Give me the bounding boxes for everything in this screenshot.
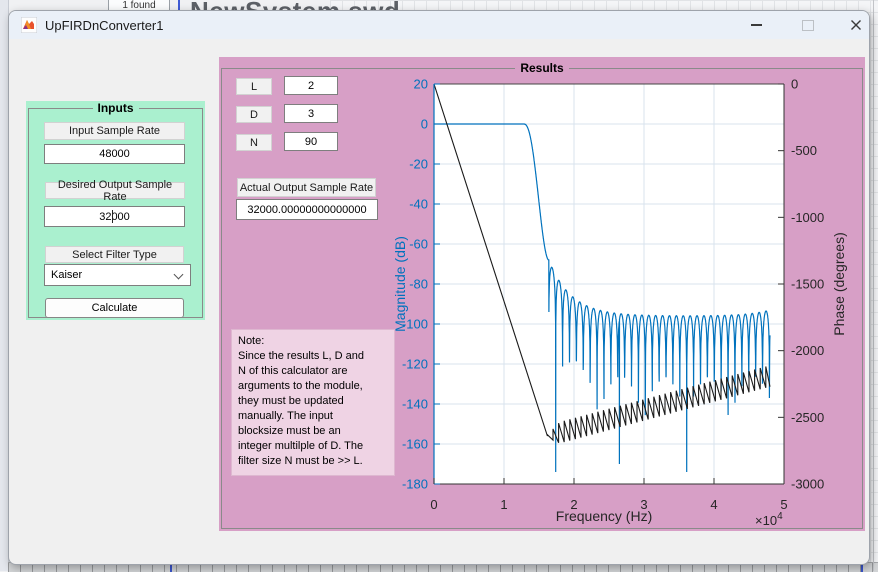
filter-type-dropdown[interactable]: Kaiser	[44, 264, 191, 286]
left-tick-label: -160	[402, 437, 428, 452]
param-n-label: N	[236, 134, 272, 151]
param-d-value[interactable]: 3	[284, 104, 338, 123]
left-tick-label: -180	[402, 477, 428, 492]
plot-svg: 200-20-40-60-80-100-120-140-160-1800-500…	[387, 69, 865, 531]
left-tick-label: -40	[409, 197, 428, 212]
background-right-edge	[873, 0, 874, 571]
x-tick-label: 1	[500, 497, 507, 512]
x-tick-label: 0	[430, 497, 437, 512]
inputs-panel: Inputs Input Sample Rate 48000 Desired O…	[26, 101, 205, 320]
left-tick-label: 0	[421, 117, 428, 132]
filter-type-label: Select Filter Type	[45, 246, 184, 263]
input-sample-rate-field[interactable]: 48000	[44, 144, 185, 164]
window-title: UpFIRDnConverter1	[45, 18, 164, 33]
note-text: Note: Since the results L, D and N of th…	[231, 329, 395, 476]
results-panel: Results L 2 D 3 N 90 Actual Output Sampl…	[219, 57, 865, 531]
left-tick-label: 20	[414, 77, 428, 92]
cursor-separator	[178, 0, 180, 10]
maximize-button[interactable]	[793, 15, 823, 35]
input-sample-rate-label: Input Sample Rate	[44, 122, 185, 140]
minimize-icon	[751, 24, 762, 26]
left-tick-label: -120	[402, 357, 428, 372]
found-badge-label: 1 found	[122, 0, 155, 10]
x-tick-label: 5	[780, 497, 787, 512]
right-tick-label: -1500	[791, 277, 824, 292]
param-n-value[interactable]: 90	[284, 132, 338, 151]
matlab-app-icon	[21, 17, 37, 33]
calculate-button[interactable]: Calculate	[45, 298, 184, 318]
actual-output-rate-value[interactable]: 32000.00000000000000	[236, 199, 378, 220]
desired-output-rate-label: Desired Output Sample Rate	[45, 182, 185, 199]
desired-output-rate-field[interactable]: 32000	[44, 206, 185, 227]
right-tick-label: -3000	[791, 477, 824, 492]
found-badge: 1 found	[108, 0, 170, 10]
right-tick-label: -1000	[791, 210, 824, 225]
x-axis-title: Frequency (Hz)	[556, 508, 652, 524]
right-tick-label: -2500	[791, 410, 824, 425]
left-tick-label: -140	[402, 397, 428, 412]
background-doc-title: NewSystem.swd	[190, 0, 400, 10]
maximize-icon	[802, 20, 814, 31]
chevron-down-icon	[174, 270, 184, 280]
actual-output-rate-label: Actual Output Sample Rate	[237, 178, 376, 197]
titlebar[interactable]: UpFIRDnConverter1	[9, 11, 869, 39]
param-d-label: D	[236, 106, 272, 123]
left-axis-title: Magnitude (dB)	[392, 236, 408, 332]
text-cursor	[112, 210, 113, 223]
right-axis-title: Phase (degrees)	[831, 232, 847, 336]
left-tick-label: -80	[409, 277, 428, 292]
close-icon	[850, 19, 862, 31]
upfirdn-converter-window: UpFIRDnConverter1 Inputs Input Sample Ra…	[8, 10, 870, 565]
close-button[interactable]	[841, 15, 870, 35]
right-tick-label: -2000	[791, 343, 824, 358]
param-l-label: L	[236, 78, 272, 95]
minimize-button[interactable]	[741, 15, 771, 35]
background-top-strip: 1 found NewSystem.swd	[0, 0, 878, 10]
x-scale-label: ×104	[755, 511, 783, 528]
right-tick-label: -500	[791, 143, 817, 158]
param-l-value[interactable]: 2	[284, 76, 338, 95]
right-tick-label: 0	[791, 77, 798, 92]
left-tick-label: -60	[409, 237, 428, 252]
frequency-response-plot: 200-20-40-60-80-100-120-140-160-1800-500…	[387, 69, 865, 531]
x-tick-label: 4	[710, 497, 717, 512]
left-tick-label: -20	[409, 157, 428, 172]
